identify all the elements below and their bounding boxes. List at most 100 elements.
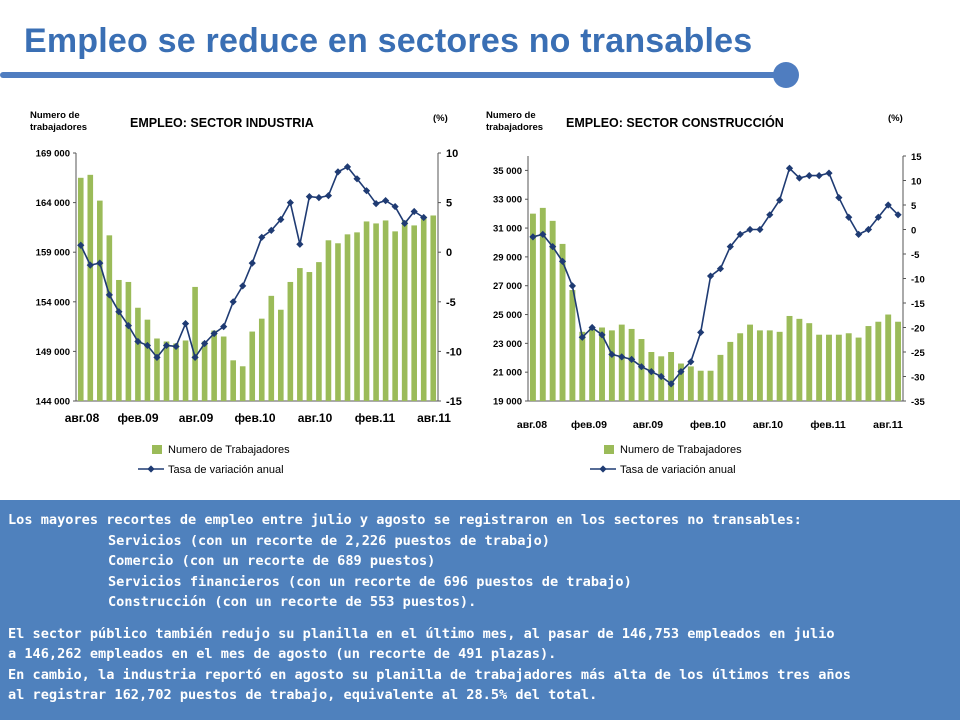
growth-rate-point xyxy=(382,197,390,205)
right-tick-label: 0 xyxy=(911,226,916,237)
employment-bar xyxy=(258,318,265,401)
growth-rate-point xyxy=(785,164,794,172)
employment-bar xyxy=(875,321,882,401)
employment-bar xyxy=(826,334,832,401)
growth-rate-point xyxy=(825,169,833,177)
growth-rate-point xyxy=(588,323,596,332)
employment-bar xyxy=(163,341,170,401)
employment-bar xyxy=(865,326,872,401)
left-tick-label: 33 000 xyxy=(493,195,522,206)
left-tick-label: 149 000 xyxy=(36,347,70,358)
employment-bar xyxy=(287,281,294,401)
growth-rate-point xyxy=(77,241,85,249)
growth-rate-point xyxy=(201,339,209,348)
growth-rate-point xyxy=(795,174,803,182)
growth-rate-point xyxy=(401,219,409,228)
x-tick-label: авг.11 xyxy=(873,419,903,431)
employment-bar xyxy=(411,225,417,401)
x-tick-label: авг.11 xyxy=(417,411,451,425)
employment-bar xyxy=(816,334,823,401)
growth-rate-point xyxy=(315,194,323,202)
employment-bar xyxy=(845,333,852,401)
growth-rate-point xyxy=(191,353,199,361)
employment-bar xyxy=(835,334,842,401)
x-tick-label: фев.10 xyxy=(234,411,275,425)
growth-rate-point xyxy=(884,201,892,209)
growth-rate-point xyxy=(746,225,754,234)
chart-industria: EMPLEO: SECTOR INDUSTRIA Numero de trabaja… xyxy=(30,110,462,476)
growth-rate-point xyxy=(353,175,361,183)
employment-bar xyxy=(678,363,684,401)
growth-rate-point xyxy=(766,211,774,219)
left-tick-label: 27 000 xyxy=(493,281,522,292)
summary-item-comercio: Comercio (con un recorte de 689 puestos) xyxy=(108,553,436,569)
right-tick-label: -5 xyxy=(911,250,920,261)
right-tick-label: 0 xyxy=(446,247,452,259)
employment-bar xyxy=(420,216,427,401)
employment-bar xyxy=(895,321,902,401)
legend-bar-label: Numero de Trabajadores xyxy=(620,444,742,456)
employment-bar xyxy=(430,215,437,401)
employment-bar xyxy=(306,272,313,401)
growth-rate-point xyxy=(172,342,180,351)
x-tick-label: авг.08 xyxy=(65,411,100,425)
employment-bar xyxy=(363,221,370,401)
employment-bar xyxy=(608,330,615,401)
employment-bar xyxy=(116,279,122,401)
right-tick-label: 15 xyxy=(911,152,922,163)
employment-bar xyxy=(766,330,773,401)
left-tick-label: 164 000 xyxy=(36,198,70,209)
employment-bar xyxy=(97,200,103,401)
employment-bar xyxy=(687,366,694,401)
growth-rate-point xyxy=(286,199,294,207)
employment-bar xyxy=(717,354,724,401)
employment-bar xyxy=(599,327,605,401)
summary-industry-1: En cambio, la industria reportó en agost… xyxy=(8,666,851,683)
legend-bar-label: Numero de Trabajadores xyxy=(168,444,290,456)
right-tick-label: -25 xyxy=(911,348,925,359)
summary-item-construccion: Construcción (con un recorte de 553 pues… xyxy=(108,594,477,610)
growth-rate-point xyxy=(845,213,853,221)
employment-bar xyxy=(776,331,783,401)
right-tick-label: -15 xyxy=(446,396,462,408)
left-tick-label: 35 000 xyxy=(493,166,522,177)
right-tick-label: 10 xyxy=(911,177,922,188)
employment-bar xyxy=(648,352,655,401)
employment-bar xyxy=(154,338,160,401)
chart-title: EMPLEO: SECTOR CONSTRUCCIÓN xyxy=(566,115,784,130)
employment-bar xyxy=(618,324,625,401)
employment-bar xyxy=(297,268,303,401)
growth-rate-point xyxy=(716,265,725,273)
growth-rate-point xyxy=(391,202,399,211)
x-tick-label: фев.10 xyxy=(690,419,726,431)
x-tick-label: фев.11 xyxy=(355,411,396,425)
legend-line-marker xyxy=(147,465,155,473)
growth-rate-point xyxy=(854,230,863,238)
employment-bar xyxy=(747,324,753,401)
left-tick-label: 159 000 xyxy=(36,248,70,259)
growth-rate-point xyxy=(229,298,237,306)
growth-rate-point xyxy=(162,341,171,350)
employment-bar xyxy=(756,330,763,401)
employment-bar xyxy=(373,223,379,401)
growth-rate-point xyxy=(181,320,190,328)
right-axis-caption: (%) xyxy=(433,113,448,124)
right-tick-label: 10 xyxy=(446,148,458,160)
x-tick-label: фев.11 xyxy=(810,419,846,431)
x-tick-label: фев.09 xyxy=(117,411,158,425)
growth-rate-point xyxy=(239,282,247,290)
growth-rate-point xyxy=(96,259,104,267)
growth-rate-point xyxy=(805,172,813,180)
growth-rate-point xyxy=(815,172,823,180)
title-underline-dot xyxy=(773,62,799,88)
employment-bar xyxy=(392,231,398,401)
employment-bar xyxy=(201,341,208,401)
page-title: Empleo se reduce en sectores no transabl… xyxy=(24,22,753,60)
left-tick-label: 29 000 xyxy=(493,252,522,263)
legend-line-label: Tasa de variación anual xyxy=(620,464,736,476)
summary-public-sector-2: a 146,262 empleados en el mes de agosto … xyxy=(8,646,557,662)
summary-industry-2: al registrar 162,702 puestos de trabajo,… xyxy=(8,687,598,703)
right-tick-label: -10 xyxy=(446,346,462,358)
growth-rate-point xyxy=(267,226,275,234)
summary-intro: Los mayores recortes de empleo entre jul… xyxy=(8,512,802,528)
